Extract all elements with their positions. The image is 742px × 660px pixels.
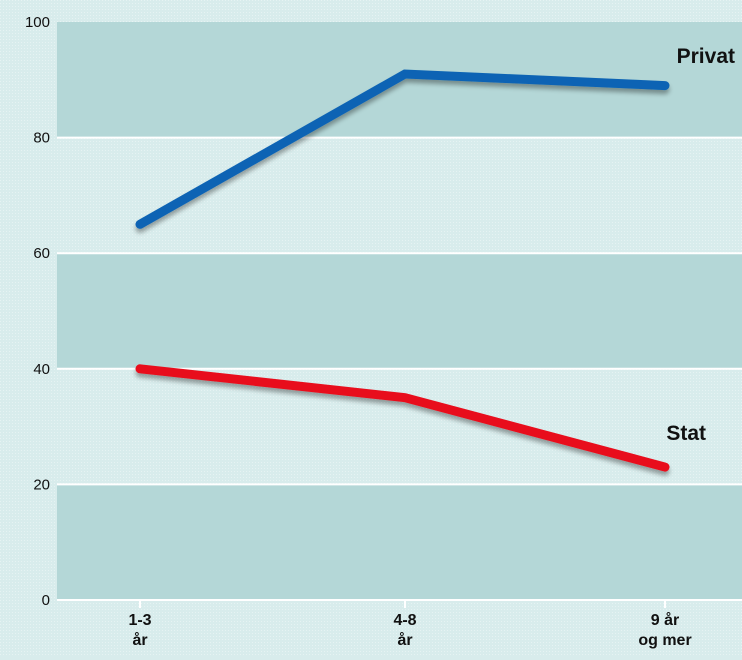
y-tick-label: 0 (42, 592, 50, 609)
y-tick-label: 80 (33, 130, 50, 147)
y-tick-label: 40 (33, 361, 50, 378)
y-tick-label: 20 (33, 476, 50, 493)
x-tick-label: 9 år og mer (638, 611, 691, 649)
data-point (664, 466, 666, 468)
plot-band (57, 253, 742, 369)
y-tick-label: 100 (25, 14, 50, 31)
plot-band (57, 484, 742, 600)
x-tick-label: 4-8 år (393, 612, 416, 649)
y-tick-label: 60 (33, 245, 50, 262)
data-point (404, 397, 406, 399)
data-point (664, 85, 666, 87)
data-point (139, 368, 141, 370)
series-label-privat: Privat (677, 45, 735, 68)
x-tick-label: 1-3 år (128, 612, 151, 649)
series-label-stat: Stat (666, 422, 706, 445)
data-point (139, 223, 141, 225)
data-point (404, 73, 406, 75)
